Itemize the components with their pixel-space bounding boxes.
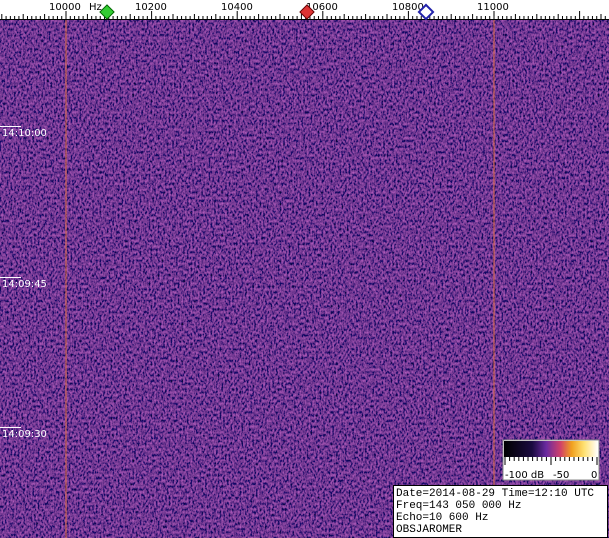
colorbar-label: -100 dB xyxy=(505,470,544,481)
colorbar-ticks xyxy=(504,457,598,465)
info-line: OBSJAROMER xyxy=(396,524,462,536)
time-label: 14:09:30 xyxy=(2,429,47,440)
info-line: Freq=143 050 000 Hz xyxy=(396,500,521,512)
freq-label: 11000 xyxy=(477,2,509,13)
colorbar-label: -50 xyxy=(553,470,569,481)
marker-red[interactable] xyxy=(299,4,315,20)
info-line: Date=2014-08-29 Time=12:10 UTC xyxy=(396,488,594,500)
time-label: 14:09:45 xyxy=(2,279,47,290)
freq-label: 10800 xyxy=(392,2,424,13)
info-line: Echo=10 600 Hz xyxy=(396,512,488,524)
freq-label: 10000 xyxy=(49,2,81,13)
colorbar-label: 0 xyxy=(591,470,597,481)
freq-label: 10200 xyxy=(135,2,167,13)
time-label: 14:10:00 xyxy=(2,128,47,139)
info-box xyxy=(393,485,608,538)
freq-label: 10600 xyxy=(306,2,338,13)
freq-label: 10400 xyxy=(221,2,253,13)
colorbar xyxy=(504,441,598,457)
freq-unit: Hz xyxy=(89,2,102,13)
marker-green[interactable] xyxy=(99,4,115,20)
marker-blue[interactable] xyxy=(417,3,435,21)
